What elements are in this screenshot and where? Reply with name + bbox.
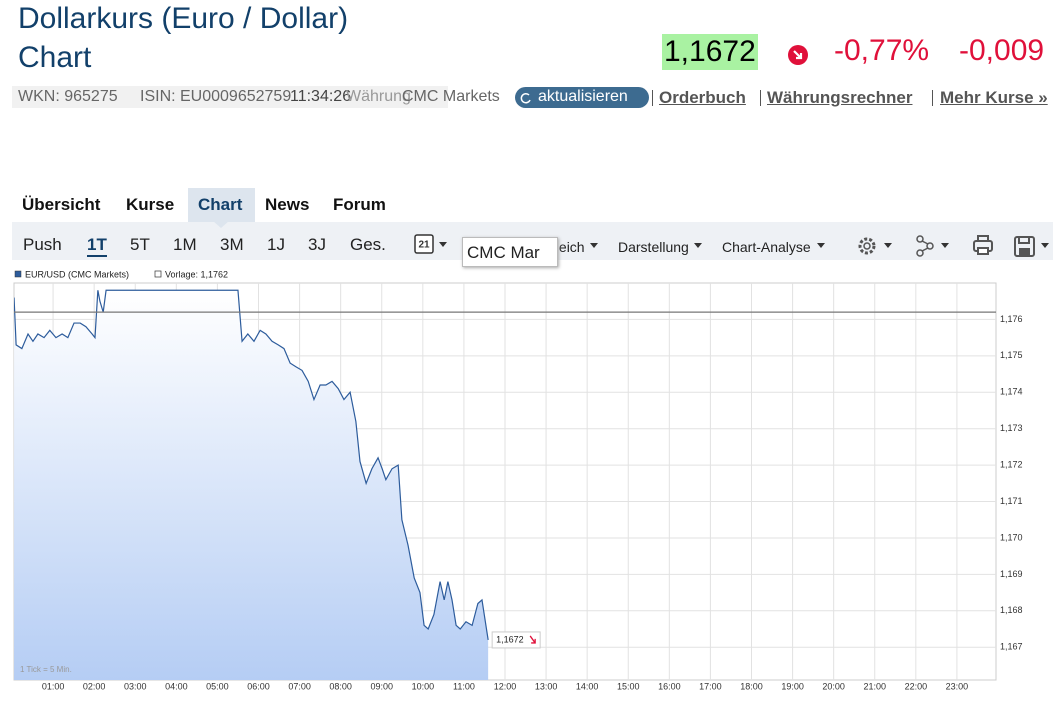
x-tick-label: 20:00 xyxy=(822,681,845,691)
x-tick-label: 22:00 xyxy=(905,681,928,691)
x-tick-label: 07:00 xyxy=(288,681,311,691)
chart-note: 1 Tick = 5 Min. xyxy=(20,665,72,674)
page-title: Dollarkurs (Euro / Dollar) xyxy=(18,2,349,35)
separator xyxy=(652,90,653,106)
x-tick-label: 01:00 xyxy=(42,681,65,691)
change-percent: -0,77% xyxy=(834,34,930,67)
tab[interactable]: Forum xyxy=(333,195,386,214)
legend-label: EUR/USD (CMC Markets) xyxy=(25,269,129,279)
price: 1,1672 xyxy=(662,34,758,70)
y-tick-label: 1,170 xyxy=(1000,532,1023,542)
chart: 01:00 02:00 03:00 04:00 05:00 06:00 07:00 08:00… xyxy=(13,269,1023,691)
series xyxy=(14,289,489,680)
wkn: WKN: 965275 xyxy=(18,88,118,105)
y-tick-label: 1,173 xyxy=(1000,423,1023,433)
range[interactable]: 1J xyxy=(267,235,285,254)
tab-pointer xyxy=(213,221,229,228)
y-tick-label: 1,174 xyxy=(1000,387,1023,397)
last-label: 1,1672 xyxy=(496,634,524,644)
range[interactable]: 1M xyxy=(173,235,197,254)
legend-swatch xyxy=(14,270,22,278)
menu[interactable]: Darstellung xyxy=(618,239,689,255)
isin: ISIN: EU0009652759 xyxy=(140,88,292,105)
x-tick-label: 15:00 xyxy=(617,681,640,691)
refresh-button[interactable] xyxy=(515,87,649,108)
x-tick-label: 16:00 xyxy=(658,681,681,691)
tab[interactable]: News xyxy=(265,195,310,214)
last-arrow xyxy=(529,635,536,644)
range[interactable]: Push xyxy=(23,235,62,254)
down-icon xyxy=(788,45,808,65)
tooltip-text: CMC Mar xyxy=(467,243,540,262)
range[interactable]: 3J xyxy=(308,235,326,254)
separator xyxy=(760,90,761,106)
line xyxy=(14,289,489,641)
y-tick-label: 1,168 xyxy=(1000,605,1023,615)
separator xyxy=(932,90,933,106)
x-tick-label: 02:00 xyxy=(83,681,106,691)
y-tick-label: 1,169 xyxy=(1000,569,1023,579)
last-label-box xyxy=(491,631,541,649)
x-tick-label: 23:00 xyxy=(946,681,969,691)
range[interactable]: 5T xyxy=(130,235,150,254)
exchange: CMC Markets xyxy=(402,88,500,105)
x-tick-label: 18:00 xyxy=(740,681,763,691)
tab[interactable]: Kurse xyxy=(126,195,175,214)
x-tick-label: 10:00 xyxy=(412,681,435,691)
x-tick-label: 03:00 xyxy=(124,681,147,691)
range[interactable]: 3M xyxy=(220,235,244,254)
link[interactable]: Mehr Kurse » xyxy=(940,88,1048,107)
y-tick-label: 1,167 xyxy=(1000,642,1023,652)
currency: Währung xyxy=(346,88,411,105)
x-tick-label: 14:00 xyxy=(576,681,599,691)
change-absolute: -0,009 xyxy=(959,34,1045,67)
range[interactable]: Ges. xyxy=(350,235,386,254)
x-tick-label: 21:00 xyxy=(863,681,886,691)
x-tick-label: 04:00 xyxy=(165,681,188,691)
y-tick-label: 1,171 xyxy=(1000,496,1023,506)
active-tab-bg xyxy=(188,188,255,222)
legend-label: Vorlage: 1,1762 xyxy=(165,269,228,279)
refresh-label[interactable]: aktualisieren xyxy=(538,88,628,105)
toolbar-icons xyxy=(590,235,1049,257)
y-tick-label: 1,172 xyxy=(1000,459,1023,469)
link[interactable]: Orderbuch xyxy=(659,88,746,107)
x-tick-label: 11:00 xyxy=(453,681,475,691)
y-tick-label: 1,175 xyxy=(1000,350,1023,360)
x-tick-label: 06:00 xyxy=(247,681,270,691)
x-tick-label: 19:00 xyxy=(781,681,804,691)
x-tick-label: 08:00 xyxy=(329,681,352,691)
y-tick-label: 1,176 xyxy=(1000,314,1023,324)
tab[interactable]: Übersicht xyxy=(22,195,101,214)
calendar-day: 21 xyxy=(418,240,430,251)
tooltip xyxy=(462,237,558,267)
x-tick-label: 05:00 xyxy=(206,681,229,691)
link[interactable]: Währungsrechner xyxy=(767,88,913,107)
tab[interactable]: Chart xyxy=(198,195,243,214)
x-tick-label: 17:00 xyxy=(699,681,722,691)
area xyxy=(14,290,489,680)
x-tick-label: 13:00 xyxy=(535,681,558,691)
page-subtitle: Chart xyxy=(18,41,92,74)
time: 11:34:26 xyxy=(290,88,352,105)
info-bar xyxy=(12,86,448,108)
calendar-icon[interactable]: 21 xyxy=(413,232,453,256)
x-tick-label: 12:00 xyxy=(494,681,517,691)
legend-swatch xyxy=(154,270,162,278)
menu[interactable]: Chart-Analyse xyxy=(722,239,811,255)
range[interactable]: 1T xyxy=(87,235,107,257)
x-tick-label: 09:00 xyxy=(370,681,393,691)
refresh-icon xyxy=(520,92,531,104)
